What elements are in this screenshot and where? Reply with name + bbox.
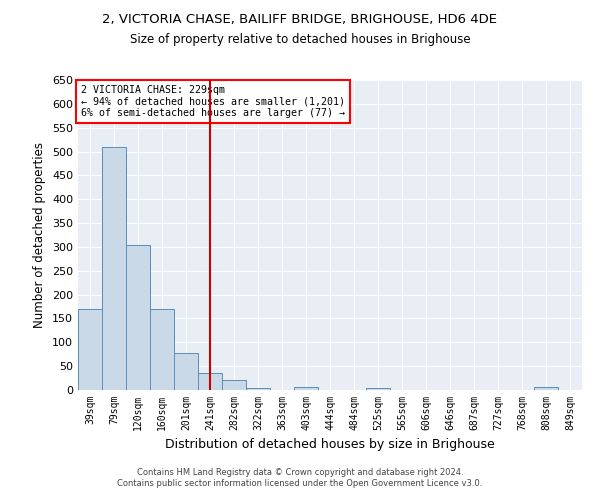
Bar	[366, 388, 390, 390]
X-axis label: Distribution of detached houses by size in Brighouse: Distribution of detached houses by size …	[165, 438, 495, 452]
Text: 2 VICTORIA CHASE: 229sqm
← 94% of detached houses are smaller (1,201)
6% of semi: 2 VICTORIA CHASE: 229sqm ← 94% of detach…	[80, 84, 344, 118]
Bar	[102, 147, 126, 390]
Bar	[150, 309, 174, 390]
Bar	[126, 246, 150, 390]
Bar	[246, 388, 270, 390]
Text: Size of property relative to detached houses in Brighouse: Size of property relative to detached ho…	[130, 32, 470, 46]
Text: Contains HM Land Registry data © Crown copyright and database right 2024.
Contai: Contains HM Land Registry data © Crown c…	[118, 468, 482, 487]
Bar	[78, 309, 102, 390]
Bar	[294, 386, 318, 390]
Text: 2, VICTORIA CHASE, BAILIFF BRIDGE, BRIGHOUSE, HD6 4DE: 2, VICTORIA CHASE, BAILIFF BRIDGE, BRIGH…	[103, 12, 497, 26]
Bar	[222, 380, 246, 390]
Bar	[534, 387, 558, 390]
Bar	[198, 374, 222, 390]
Bar	[174, 354, 198, 390]
Y-axis label: Number of detached properties: Number of detached properties	[34, 142, 46, 328]
